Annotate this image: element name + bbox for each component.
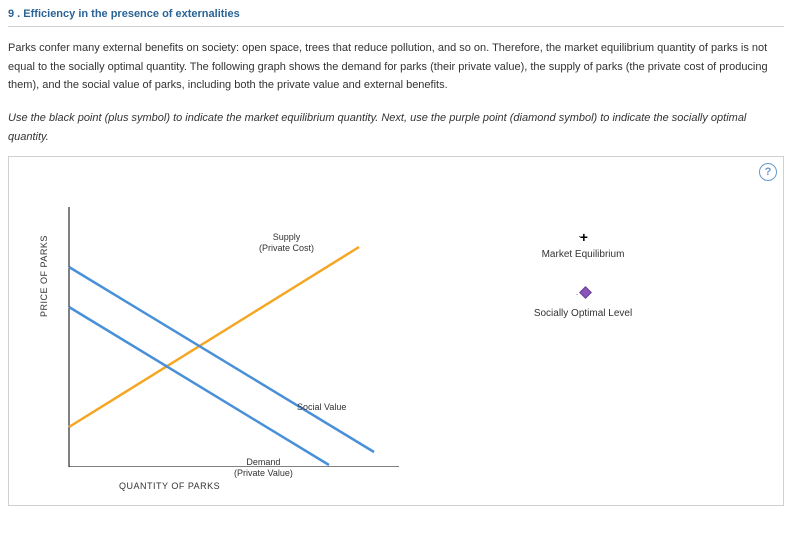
question-header: 9 . Efficiency in the presence of extern… [8, 8, 784, 27]
chart-svg [59, 207, 399, 467]
demand-label-line2: (Private Value) [234, 468, 293, 478]
body-paragraph: Parks confer many external benefits on s… [8, 39, 784, 95]
plus-icon: ·+ [513, 229, 653, 243]
social-value-label: Social Value [297, 402, 346, 413]
legend-market-equilibrium[interactable]: ·+ Market Equilibrium [513, 229, 653, 260]
question-title: Efficiency in the presence of externalit… [23, 8, 239, 20]
demand-line [69, 307, 329, 465]
instruction-paragraph: Use the black point (plus symbol) to ind… [8, 109, 784, 146]
help-icon[interactable]: ? [759, 163, 777, 181]
supply-line [69, 247, 359, 427]
chart-area[interactable]: Supply (Private Cost) Social Value Deman… [59, 207, 399, 467]
demand-label: Demand (Private Value) [234, 457, 293, 479]
question-number: 9 . [8, 8, 20, 20]
legend-market-equilibrium-label: Market Equilibrium [542, 249, 625, 260]
supply-label-line2: (Private Cost) [259, 243, 314, 253]
diamond-icon: · [513, 288, 653, 302]
y-axis-label: PRICE OF PARKS [39, 236, 49, 318]
graph-panel: ? PRICE OF PARKS Supply (Private Cost) S… [8, 156, 784, 506]
supply-label: Supply (Private Cost) [259, 232, 314, 254]
legend-socially-optimal-label: Socially Optimal Level [534, 308, 632, 319]
x-axis-label: QUANTITY OF PARKS [119, 481, 220, 491]
supply-label-line1: Supply [273, 232, 301, 242]
social-value-line [69, 267, 374, 452]
legend: ·+ Market Equilibrium · Socially Optimal… [513, 229, 653, 347]
demand-label-line1: Demand [246, 457, 280, 467]
legend-socially-optimal[interactable]: · Socially Optimal Level [513, 288, 653, 319]
